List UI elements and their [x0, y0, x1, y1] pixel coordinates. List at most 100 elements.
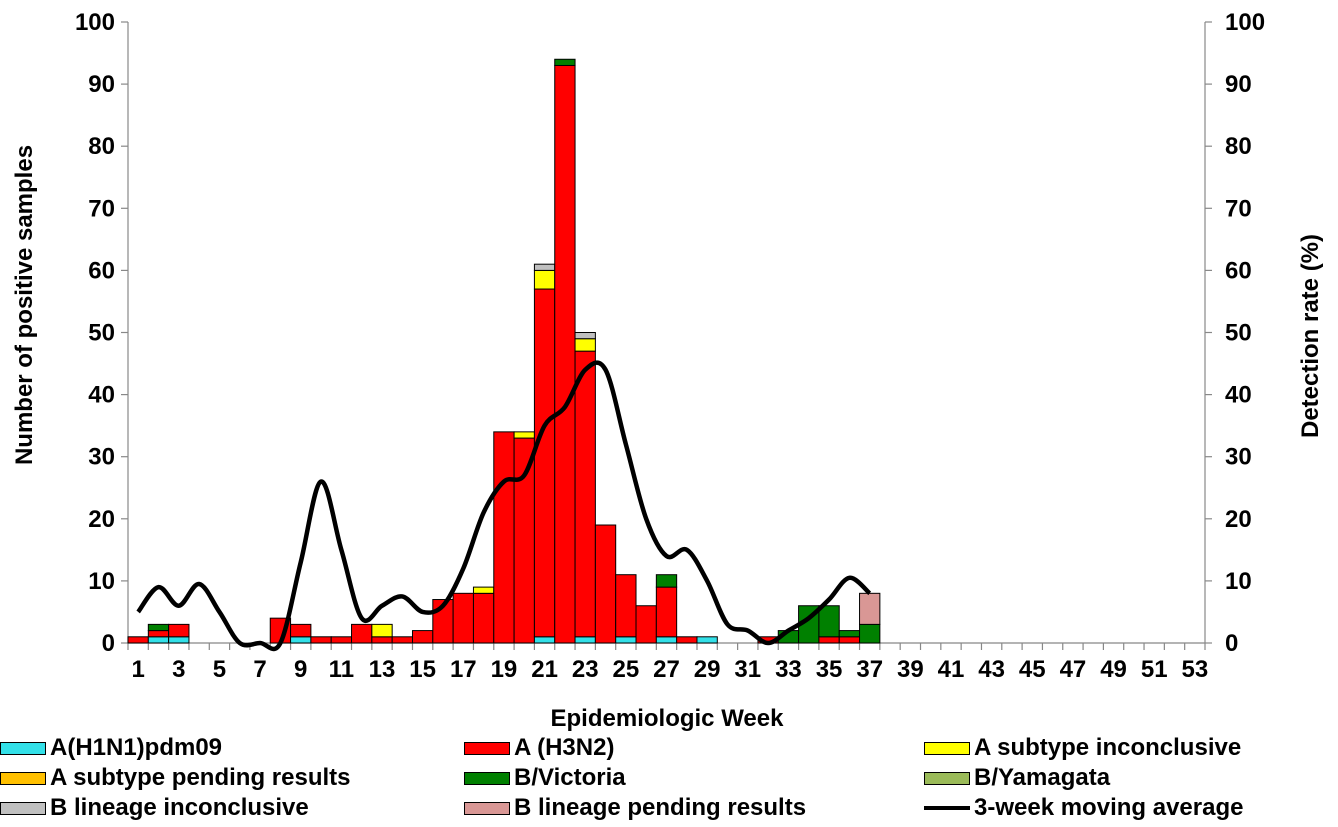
bar-segment: [818, 605, 840, 638]
y2-tick-label: 30: [1225, 444, 1252, 471]
legend-label: A subtype inconclusive: [974, 734, 1242, 761]
x-tick-label: 37: [856, 656, 883, 683]
legend-item: A subtype inconclusive: [924, 733, 1241, 763]
y2-tick-label: 40: [1225, 382, 1252, 409]
legend-swatch: [924, 741, 970, 755]
bar-segment: [696, 636, 718, 644]
x-tick-label: 43: [978, 656, 1005, 683]
x-tick-label: 21: [531, 656, 558, 683]
legend-label: B/Yamagata: [974, 764, 1111, 791]
legend-swatch: [464, 741, 510, 755]
y-tick-label: 100: [75, 9, 115, 36]
x-tick-label: 35: [816, 656, 843, 683]
bar-segment: [615, 636, 637, 644]
bar-segment: [554, 64, 576, 644]
legend-item: B/Yamagata: [924, 763, 1110, 793]
y2-axis-label: Detection rate (%): [1297, 234, 1324, 438]
chart-plot: 0 10 20 30 40 50 60 70 80 90 100 0 10 20 30 40 50 60 70 80 9…: [11, 9, 1324, 732]
x-axis-label: Epidemiologic Week: [551, 705, 785, 732]
bar-segment: [533, 269, 556, 290]
legend-swatch: [0, 741, 46, 755]
y2-tick-label: 70: [1225, 195, 1252, 222]
legend-item: B/Victoria: [464, 763, 626, 793]
y2-tick-label: 60: [1225, 257, 1252, 284]
legend-swatch: [924, 771, 970, 785]
x-tick-label: 17: [450, 656, 477, 683]
x-tick-label: 13: [369, 656, 396, 683]
x-tick-label: 27: [653, 656, 680, 683]
y-tick-label: 50: [88, 320, 115, 347]
bar-segment: [168, 623, 190, 638]
x-tick-label: 9: [294, 656, 307, 683]
bar-segment: [391, 636, 413, 644]
bar-segment: [533, 288, 556, 638]
y-tick-label: 30: [88, 444, 115, 471]
legend-swatch: [924, 806, 970, 810]
x-tick-label: 5: [213, 656, 226, 683]
y-tick-label: 80: [88, 133, 115, 160]
x-tick-label: 29: [694, 656, 721, 683]
legend-item: 3-week moving average: [924, 793, 1243, 823]
x-tick-label: 33: [775, 656, 802, 683]
y2-tick-label: 90: [1225, 71, 1252, 98]
x-tick-label: 15: [409, 656, 436, 683]
x-tick-label: 45: [1019, 656, 1046, 683]
x-tick-label: 31: [734, 656, 761, 683]
bar-segment: [574, 636, 596, 644]
legend-swatch: [464, 801, 510, 815]
bar-segment: [290, 636, 312, 644]
x-tick-label: 39: [897, 656, 924, 683]
legend-swatch: [464, 771, 510, 785]
x-tick-label: 3: [172, 656, 185, 683]
legend-label: A(H1N1)pdm09: [50, 734, 223, 761]
legend-item: A subtype pending results: [0, 763, 350, 793]
bar-segment: [147, 630, 170, 638]
bar-segment: [127, 636, 149, 644]
legend-label: A (H3N2): [514, 734, 615, 761]
y-tick-label: 10: [88, 568, 115, 595]
moving-average-line: [136, 360, 872, 652]
bar-segment: [818, 636, 840, 644]
legend-label: A subtype pending results: [50, 764, 351, 791]
bar-segment: [168, 636, 190, 644]
bar-segment: [838, 636, 861, 644]
x-tick-label: 23: [572, 656, 599, 683]
bar-segment: [290, 623, 312, 638]
bar-segment: [472, 592, 495, 644]
legend-item: A(H1N1)pdm09: [0, 733, 222, 763]
bar-segment: [655, 586, 678, 638]
bar-segment: [554, 58, 576, 66]
bar-segment: [351, 623, 373, 644]
bar-segment: [574, 338, 596, 352]
bar-segment: [655, 636, 678, 644]
legend-item: B lineage inconclusive: [0, 793, 309, 823]
bar-segment: [371, 623, 393, 638]
bar-segment: [452, 592, 474, 644]
bar-segment: [533, 636, 556, 644]
y-tick-label: 0: [102, 630, 115, 657]
bar-segment: [147, 623, 170, 632]
legend-swatch: [0, 771, 46, 785]
y2-tick-label: 100: [1225, 9, 1265, 36]
y2-tick-label: 10: [1225, 568, 1252, 595]
x-tick-label: 25: [613, 656, 640, 683]
bar-segment: [147, 636, 170, 644]
bar-segment: [859, 592, 881, 625]
legend-label: B lineage pending results: [514, 794, 807, 821]
x-tick-label: 1: [131, 656, 144, 683]
x-tick-label: 19: [491, 656, 518, 683]
bar-segment: [310, 636, 332, 644]
y2-tick-label: 0: [1225, 630, 1238, 657]
bar-segment: [574, 350, 596, 638]
y-tick-label: 60: [88, 257, 115, 284]
x-tick-label: 51: [1141, 656, 1168, 683]
bar-segment: [574, 332, 596, 340]
bar-segment: [615, 574, 637, 638]
bar-segment: [655, 574, 678, 588]
x-tick-label: 53: [1181, 656, 1208, 683]
bar-segment: [533, 263, 556, 271]
bar-segment: [513, 431, 535, 439]
y2-tick-label: 20: [1225, 506, 1252, 533]
bar-segment: [493, 431, 515, 644]
